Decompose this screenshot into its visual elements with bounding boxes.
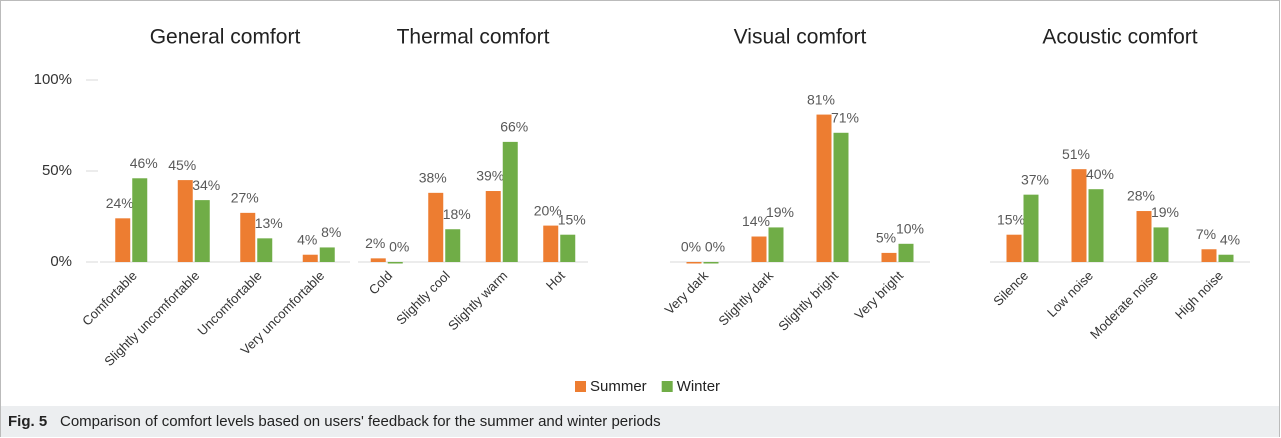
figure-label: Fig. 5: [8, 413, 47, 430]
bar: [1023, 194, 1039, 262]
value-label: 66%: [500, 119, 528, 135]
value-label: 81%: [807, 91, 835, 107]
value-label: 8%: [321, 224, 341, 240]
bar: [1201, 249, 1217, 262]
bar: [387, 262, 403, 264]
value-label: 0%: [705, 239, 725, 255]
panel-title: General comfort: [150, 26, 301, 49]
panel-title: Visual comfort: [734, 26, 867, 49]
value-label: 4%: [1220, 231, 1240, 247]
value-label: 46%: [130, 155, 158, 171]
bar: [833, 132, 849, 262]
legend-label: Summer: [590, 378, 647, 395]
value-label: 24%: [106, 195, 134, 211]
bar: [485, 191, 501, 262]
value-label: 19%: [766, 204, 794, 220]
bar: [686, 262, 702, 264]
value-label: 0%: [681, 239, 701, 255]
value-label: 51%: [1062, 146, 1090, 162]
bar: [881, 252, 897, 262]
legend-swatch: [575, 381, 586, 392]
value-label: 19%: [1151, 204, 1179, 220]
bar: [370, 258, 386, 262]
value-label: 71%: [831, 109, 859, 125]
bar: [502, 141, 518, 262]
bar: [1218, 254, 1234, 262]
value-label: 28%: [1127, 188, 1155, 204]
bar: [560, 234, 576, 262]
bar: [898, 243, 914, 262]
value-label: 0%: [389, 239, 409, 255]
bar: [1071, 169, 1087, 262]
value-label: 20%: [534, 202, 562, 218]
y-tick-label: 50%: [42, 162, 72, 179]
figure-caption: Comparison of comfort levels based on us…: [60, 413, 661, 430]
value-label: 2%: [365, 235, 385, 251]
bar: [115, 218, 131, 262]
value-label: 39%: [476, 168, 504, 184]
value-label: 15%: [558, 211, 586, 227]
bar: [428, 192, 444, 262]
value-label: 18%: [443, 206, 471, 222]
bar: [1006, 234, 1022, 262]
bar: [445, 229, 461, 262]
value-label: 10%: [896, 221, 924, 237]
value-label: 7%: [1196, 226, 1216, 242]
bar: [319, 247, 335, 262]
panel-title: Thermal comfort: [397, 26, 550, 49]
legend-swatch: [661, 381, 673, 392]
bar: [240, 212, 256, 262]
y-tick-label: 100%: [34, 71, 72, 88]
panel-title: Acoustic comfort: [1042, 26, 1197, 49]
value-label: 27%: [231, 190, 259, 206]
bar: [177, 180, 193, 262]
bar: [1088, 189, 1104, 262]
bar: [302, 254, 318, 262]
bar: [132, 178, 148, 262]
bar: [816, 114, 832, 262]
value-label: 34%: [192, 177, 220, 193]
value-label: 4%: [297, 231, 317, 247]
value-label: 5%: [876, 230, 896, 246]
bar: [194, 200, 210, 262]
bar: [1153, 227, 1169, 262]
legend-label: Winter: [677, 378, 720, 395]
value-label: 45%: [168, 157, 196, 173]
bar: [257, 238, 273, 262]
value-label: 37%: [1021, 171, 1049, 187]
bar: [1136, 211, 1152, 262]
value-label: 38%: [419, 170, 447, 186]
caption-bar: [1, 406, 1279, 437]
bar: [543, 225, 559, 262]
value-label: 14%: [742, 213, 770, 229]
value-label: 13%: [255, 215, 283, 231]
bar: [768, 227, 784, 262]
bar: [751, 236, 767, 262]
bar: [703, 262, 719, 264]
value-label: 40%: [1086, 166, 1114, 182]
y-tick-label: 0%: [50, 253, 72, 270]
value-label: 15%: [997, 211, 1025, 227]
